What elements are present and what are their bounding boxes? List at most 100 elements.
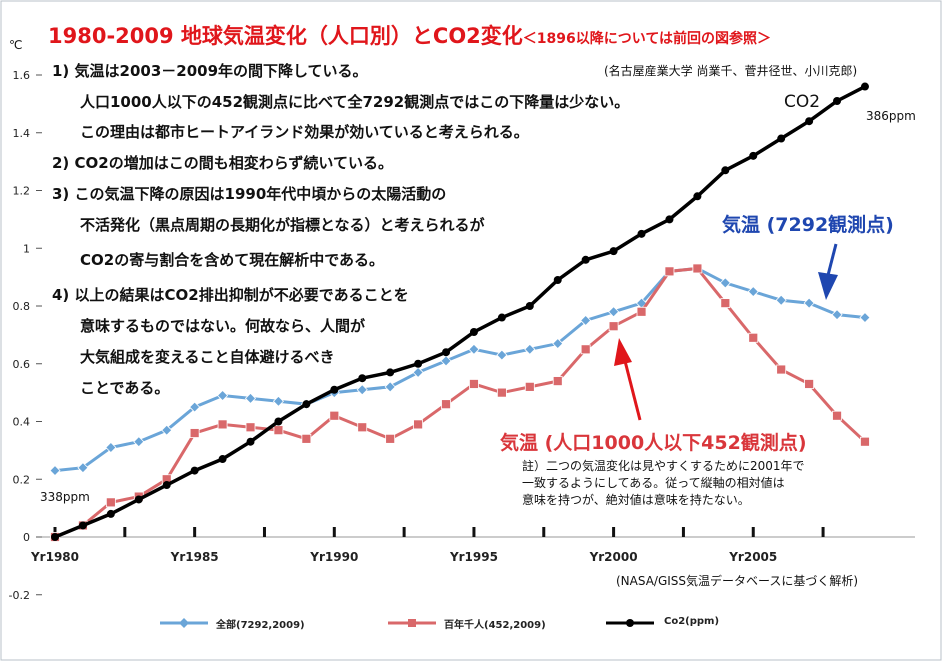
data-point [190,466,199,475]
y-tick-label: 0 [23,531,30,544]
data-point [134,495,143,504]
x-tick-label: Yr1990 [309,550,358,564]
data-point [860,82,869,91]
red-arrow-head [614,338,632,366]
data-point [78,521,87,530]
y-tick-label: 1 [23,242,30,255]
x-minor-tick-mark [262,527,266,537]
y-tick-label: 1.6 [13,69,31,82]
data-point [553,276,562,285]
x-tick-mark [612,527,616,537]
note-line: この理由は都市ヒートアイランド効果が効いていると考えられる。 [80,123,529,141]
note-line: CO2の寄与割合を含めて現在解析中である。 [80,251,385,269]
note-line: 人口1000人以下の452観測点に比べて全7292観測点ではこの下降量は少ない。 [80,93,630,111]
data-point [189,401,201,413]
x-tick-mark [53,527,57,537]
data-point [274,417,283,426]
data-point [833,96,842,105]
data-point [245,422,256,433]
data-point [805,117,814,126]
series-line [54,84,866,539]
data-point [524,343,536,355]
footnote: 註）二つの気温変化は見やすくするために2001年で 一致するようにしてある。従っ… [522,458,805,509]
data-point [496,349,508,361]
data-point [664,266,675,277]
legend-label: Co2(ppm) [664,616,720,627]
data-point [665,215,674,224]
data-point [386,368,395,377]
co2-label: CO2 [784,92,821,112]
data-point [442,348,451,357]
x-tick-label: Yr1985 [170,550,219,564]
data-point [384,381,396,393]
x-tick-label: Yr1995 [449,550,498,564]
data-point [105,441,117,454]
red-arrow-shaft [622,356,642,421]
data-point [273,425,284,436]
y-tick-label: 1.2 [13,185,31,198]
data-point [218,455,227,464]
data-point [329,410,340,421]
data-point [357,422,368,433]
data-point [414,359,423,368]
legend-label: 全部(7292,2009) [216,620,305,631]
data-point [832,410,842,421]
data-point [776,364,787,375]
data-point [358,374,367,383]
data-point [719,277,731,289]
data-point [385,433,396,444]
data-point [412,366,424,378]
data-point [608,306,620,318]
data-point [244,392,257,404]
data-point [301,433,312,444]
all-stations-label: 気温 (7292観測点) [722,214,894,236]
co2-start-label: 338ppm [40,490,90,504]
x-minor-tick-mark [821,527,825,537]
data-point [413,419,423,430]
x-tick-mark [751,527,755,537]
note-line: 意味するものではない。何故なら、人間が [80,317,366,335]
x-tick-mark [472,527,476,537]
note-line: 2) CO2の増加はこの間も相変わらず続いている。 [52,154,393,172]
data-point [804,379,815,389]
data-point [302,400,311,409]
data-point [637,229,646,238]
y-tick-label: 0.8 [13,300,31,313]
data-point [692,263,703,274]
data-point [469,327,478,336]
small-stations-label: 気温 (人口1000人以下452観測点) [500,432,807,454]
note-line: 1) 気温は2003－2009年の間下降している。 [52,62,368,80]
data-point [496,387,507,398]
footnote-line: 意味を持つが、絶対値は意味を持たない。 [522,493,750,507]
data-point [552,376,563,386]
data-point [777,134,786,143]
co2-end-label: 386ppm [866,109,916,123]
data-point [497,313,506,322]
data-point [609,247,618,256]
data-point [831,309,843,321]
x-tick-label: Yr2000 [589,550,638,564]
data-point [51,533,59,541]
y-tick-label: 1.4 [13,127,31,140]
data-source: (NASA/GISS気温データベースに基づく解析) [616,574,859,588]
x-tick-label: Yr1980 [30,550,79,564]
data-point [105,497,116,508]
data-point [469,379,479,389]
data-point [330,385,339,394]
legend-marker [179,618,189,628]
x-minor-tick-mark [402,527,406,537]
data-point [49,465,61,477]
data-point [748,332,759,343]
note-line: ことである。 [80,379,170,397]
y-tick-label: -0.2 [9,589,30,602]
note-line: 3) この気温下降の原因は1990年代中頃からの太陽活動の [52,185,447,203]
title-note: ＜1896以降については前回の図参照＞ [522,31,772,47]
y-tick-label: 0.6 [13,358,31,371]
data-point [608,321,619,332]
data-point [440,355,452,367]
data-point [860,436,870,447]
data-point [217,419,228,430]
data-point [441,399,451,410]
